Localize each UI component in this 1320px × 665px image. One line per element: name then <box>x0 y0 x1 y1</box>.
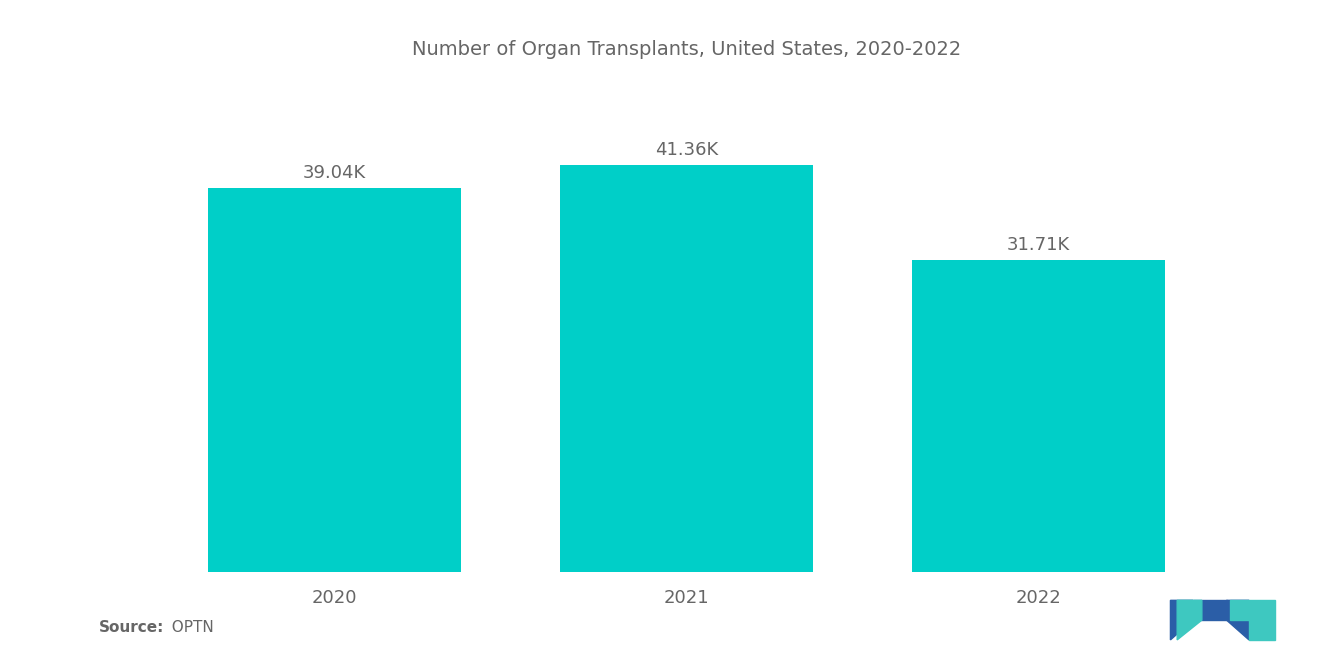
Text: 31.71K: 31.71K <box>1007 236 1071 254</box>
Bar <box>560 165 813 572</box>
Polygon shape <box>1226 600 1249 640</box>
Polygon shape <box>1177 600 1201 640</box>
Bar <box>912 260 1166 572</box>
Text: OPTN: OPTN <box>162 620 214 635</box>
Polygon shape <box>1171 600 1193 640</box>
Title: Number of Organ Transplants, United States, 2020-2022: Number of Organ Transplants, United Stat… <box>412 40 961 59</box>
Bar <box>207 188 461 572</box>
Text: 39.04K: 39.04K <box>302 164 366 182</box>
Polygon shape <box>1230 600 1275 640</box>
Text: Source:: Source: <box>99 620 165 635</box>
Text: 41.36K: 41.36K <box>655 141 718 159</box>
Polygon shape <box>1193 600 1226 620</box>
